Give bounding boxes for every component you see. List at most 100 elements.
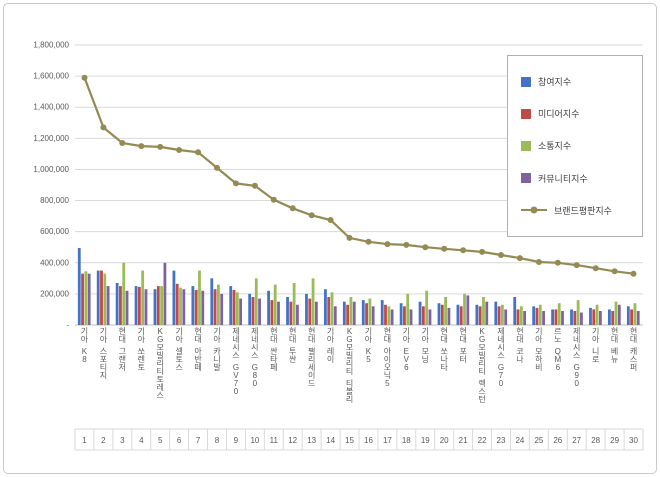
bar-참여지수 xyxy=(172,270,176,325)
bar-미디어지수 xyxy=(308,298,312,325)
trend-marker xyxy=(214,164,220,171)
rank-label: 25 xyxy=(534,436,543,445)
rank-label: 28 xyxy=(591,436,600,445)
bar-미디어지수 xyxy=(175,283,179,325)
rank-label: 9 xyxy=(234,436,239,445)
bar-소통지수 xyxy=(387,306,391,325)
trend-marker xyxy=(157,143,164,150)
bar-커뮤니티지수 xyxy=(561,311,564,325)
bar-미디어지수 xyxy=(459,306,463,325)
trend-marker xyxy=(100,124,107,131)
rank-label: 3 xyxy=(120,436,125,445)
rank-label: 1 xyxy=(82,436,87,445)
community-swatch-icon xyxy=(521,173,531,184)
rank-label: 22 xyxy=(478,436,487,445)
rank-label: 6 xyxy=(177,436,182,445)
bar-미디어지수 xyxy=(478,306,482,325)
legend: 참여지수 미디어지수 소통지수 커뮤니티지수 브랜드평판지수 xyxy=(507,55,643,237)
trend-marker xyxy=(251,182,258,189)
bar-소통지수 xyxy=(557,303,561,325)
bar-참여지수 xyxy=(96,270,100,325)
bar-소통지수 xyxy=(122,262,126,325)
y-axis-label: 1,200,000 xyxy=(33,134,69,143)
trend-marker xyxy=(138,143,145,150)
bar-참여지수 xyxy=(210,278,214,325)
bar-소통지수 xyxy=(368,298,372,325)
bar-참여지수 xyxy=(589,307,592,325)
bar-참여지수 xyxy=(456,304,460,325)
bar-참여지수 xyxy=(380,300,384,325)
bar-커뮤니티지수 xyxy=(144,289,148,325)
trend-marker xyxy=(232,180,239,187)
trend-marker xyxy=(403,241,410,248)
trend-marker xyxy=(81,74,88,81)
rank-label: 16 xyxy=(364,436,373,445)
bar-참여지수 xyxy=(248,293,252,325)
bar-소통지수 xyxy=(235,292,239,325)
bar-소통지수 xyxy=(273,284,277,325)
bar-커뮤니티지수 xyxy=(333,306,337,325)
bar-참여지수 xyxy=(286,297,289,325)
bar-미디어지수 xyxy=(251,297,255,325)
bar-참여지수 xyxy=(115,283,119,325)
bar-참여지수 xyxy=(626,306,630,325)
bar-소통지수 xyxy=(179,287,182,325)
brand-index-line-swatch-icon xyxy=(521,206,547,214)
trend-marker xyxy=(270,196,277,203)
rank-label: 23 xyxy=(497,436,506,445)
bar-미디어지수 xyxy=(630,309,634,325)
bar-커뮤니티지수 xyxy=(428,309,432,325)
bar-커뮤니티지수 xyxy=(466,295,470,325)
trend-marker xyxy=(479,248,486,255)
legend-item-brand-index: 브랜드평판지수 xyxy=(521,204,642,217)
bar-미디어지수 xyxy=(573,311,577,325)
trend-marker xyxy=(535,259,542,265)
bar-커뮤니티지수 xyxy=(523,311,527,325)
bar-소통지수 xyxy=(141,270,145,325)
legend-item-communication: 소통지수 xyxy=(521,139,642,152)
trend-marker xyxy=(422,244,429,251)
trend-marker xyxy=(327,217,334,223)
rank-label: 11 xyxy=(270,436,279,445)
rank-label: 30 xyxy=(629,436,638,445)
bar-커뮤니티지수 xyxy=(258,298,261,325)
trend-marker xyxy=(195,149,202,156)
bar-미디어지수 xyxy=(81,273,84,325)
bar-소통지수 xyxy=(349,297,353,325)
bar-소통지수 xyxy=(406,293,410,325)
bar-참여지수 xyxy=(475,304,479,325)
y-axis-label: 1,600,000 xyxy=(33,72,69,81)
bar-커뮤니티지수 xyxy=(409,309,413,325)
trend-marker xyxy=(308,212,315,219)
bar-커뮤니티지수 xyxy=(163,262,167,325)
bar-소통지수 xyxy=(254,278,258,325)
bar-소통지수 xyxy=(501,304,504,325)
bar-커뮤니티지수 xyxy=(617,304,621,325)
rank-label: 29 xyxy=(610,436,619,445)
bar-커뮤니티지수 xyxy=(182,289,186,325)
y-axis-label: 400,000 xyxy=(40,258,69,267)
bar-참여지수 xyxy=(191,286,195,325)
bar-참여지수 xyxy=(437,303,441,325)
bar-소통지수 xyxy=(538,304,542,325)
bar-커뮤니티지수 xyxy=(239,298,243,325)
bar-미디어지수 xyxy=(100,270,103,325)
bar-참여지수 xyxy=(153,289,157,325)
rank-label: 2 xyxy=(101,436,106,445)
bar-커뮤니티지수 xyxy=(314,301,318,325)
trend-marker xyxy=(119,140,126,146)
bar-미디어지수 xyxy=(137,286,141,325)
